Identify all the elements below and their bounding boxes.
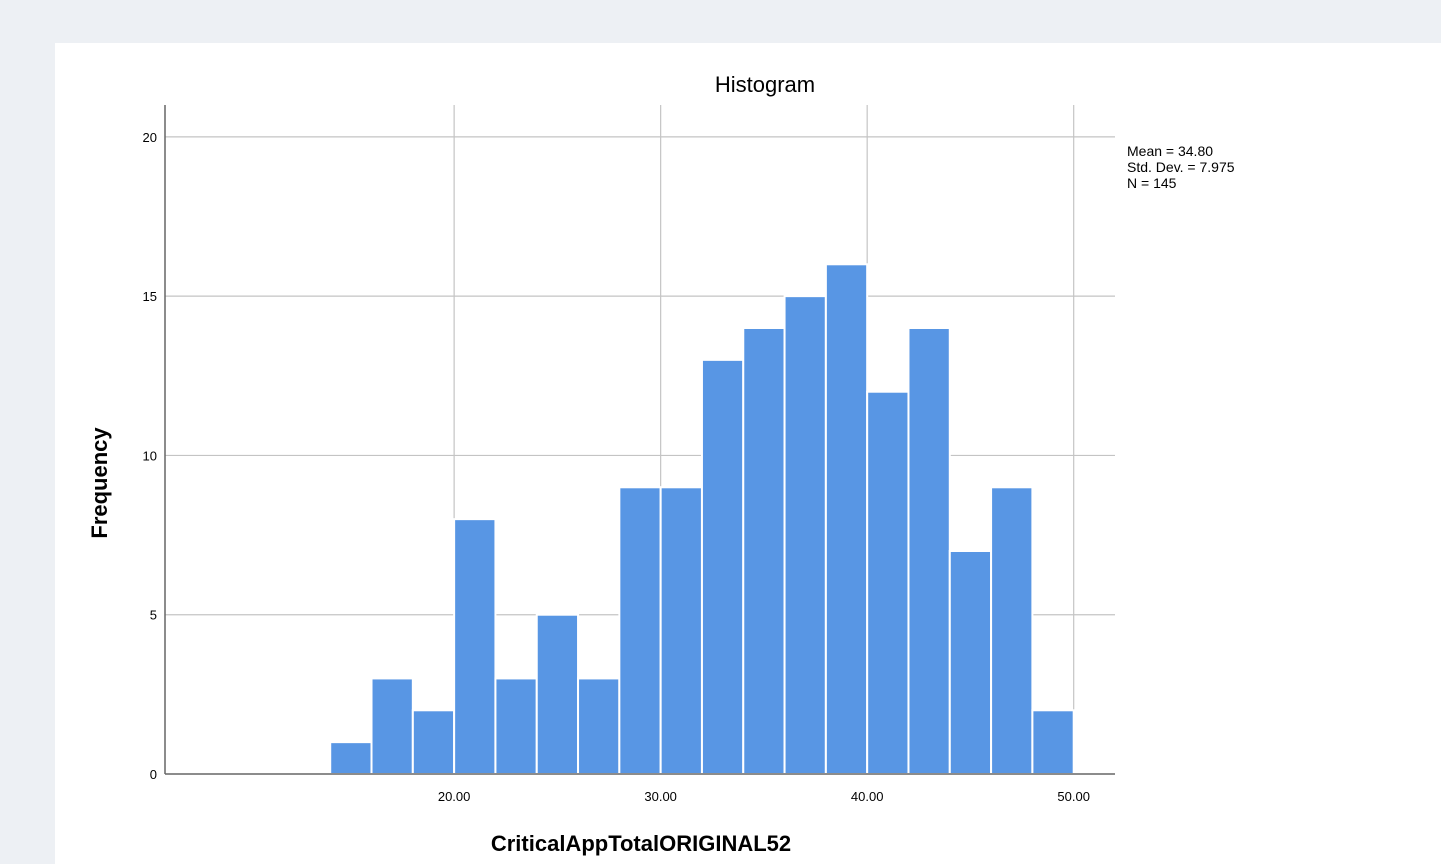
x-tick-label: 20.00 [438, 789, 471, 804]
histogram-bar [535, 613, 580, 776]
histogram-bar [824, 263, 869, 776]
histogram-bar [907, 327, 951, 775]
axes [164, 105, 1115, 775]
histogram-bar [742, 327, 786, 775]
histogram-bar [783, 295, 827, 775]
y-axis-title: Frequency [87, 427, 112, 539]
stat-std-dev: Std. Dev. = 7.975 [1127, 159, 1235, 175]
histogram-bar [990, 486, 1034, 775]
histogram-bar [659, 486, 703, 775]
histogram-bar [411, 709, 456, 775]
histogram-bar [866, 390, 910, 775]
y-tick-label: 15 [143, 289, 157, 304]
x-tick-label: 30.00 [644, 789, 677, 804]
histogram-bar [577, 677, 621, 776]
y-tick-label: 10 [143, 448, 157, 463]
chart-panel: Histogram 0 5 10 15 20 20.00 30.00 40.00 50.00 F… [55, 43, 1441, 864]
stats-box: Mean = 34.80 Std. Dev. = 7.975 N = 145 [1127, 143, 1235, 191]
x-tick-label: 50.00 [1057, 789, 1090, 804]
histogram-bar [618, 486, 662, 775]
histogram-bar [1031, 709, 1075, 775]
histogram-bar [370, 677, 414, 776]
stat-n: N = 145 [1127, 175, 1177, 191]
stat-mean: Mean = 34.80 [1127, 143, 1213, 159]
histogram-bar [494, 677, 538, 776]
tick-labels: 0 5 10 15 20 20.00 30.00 40.00 50.00 [143, 130, 1090, 804]
histogram-bar [948, 550, 993, 775]
histogram-bar [453, 518, 497, 775]
y-tick-label: 20 [143, 130, 157, 145]
y-tick-label: 5 [150, 608, 157, 623]
y-tick-label: 0 [150, 767, 157, 782]
x-axis-title: CriticalAppTotalORIGINAL52 [491, 831, 791, 856]
histogram-bar [700, 358, 745, 775]
x-tick-label: 40.00 [851, 789, 884, 804]
chart-title: Histogram [715, 72, 815, 97]
histogram-chart: Histogram 0 5 10 15 20 20.00 30.00 40.00 50.00 F… [87, 72, 1235, 856]
histogram-bars [329, 263, 1075, 776]
histogram-bar [329, 741, 373, 776]
